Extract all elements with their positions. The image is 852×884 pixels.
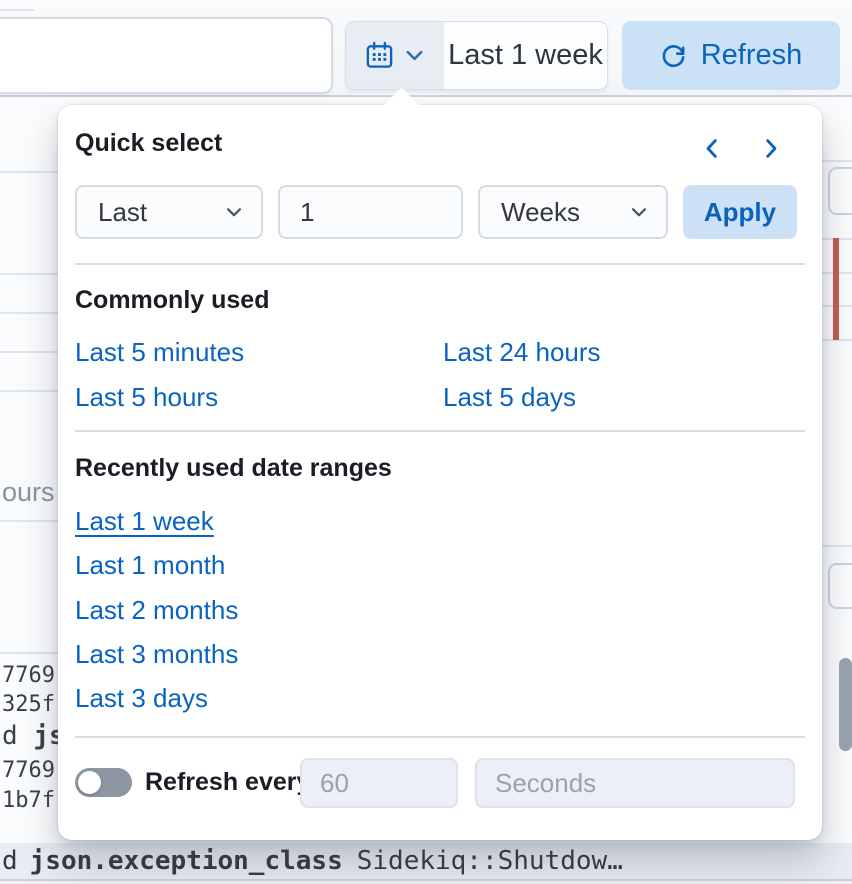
unit-select-value: Weeks <box>501 196 580 227</box>
divider <box>822 545 852 547</box>
chevron-down-icon <box>223 201 245 223</box>
recently-used-link-current[interactable]: Last 1 week <box>75 506 214 536</box>
chevron-down-icon <box>403 44 426 67</box>
log-fragment-hash: 7769 <box>2 758 55 783</box>
date-picker-quick-menu-button[interactable] <box>346 22 444 89</box>
divider <box>0 652 58 654</box>
amount-input[interactable] <box>278 185 463 239</box>
apply-button[interactable]: Apply <box>683 185 797 239</box>
log-row[interactable]: d json.exception_class Sidekiq::Shutdow… <box>0 843 852 879</box>
commonly-used-link[interactable]: Last 24 hours <box>443 337 601 367</box>
divider <box>0 273 58 275</box>
date-picker-control: Last 1 week <box>345 21 608 90</box>
refresh-button[interactable]: Refresh <box>622 21 840 90</box>
date-quick-select-popover: Quick select Last <box>58 87 822 840</box>
refresh-icon <box>660 42 687 69</box>
chevron-down-icon <box>628 201 650 223</box>
auto-refresh-toggle[interactable] <box>75 768 132 797</box>
divider <box>0 351 58 353</box>
log-row-divider <box>0 879 852 884</box>
log-row-prefix: d <box>2 846 18 876</box>
tense-select[interactable]: Last <box>75 185 263 239</box>
log-row-field: json.exception_class <box>29 846 343 876</box>
recently-used-link[interactable]: Last 3 months <box>75 639 239 669</box>
divider <box>75 263 805 265</box>
next-time-window-button[interactable] <box>752 128 788 168</box>
log-fragment-field: d js <box>2 721 65 751</box>
refresh-every-label: Refresh every <box>145 768 311 796</box>
recently-used-title: Recently used date ranges <box>75 454 392 482</box>
divider <box>75 430 805 432</box>
divider <box>822 160 852 162</box>
divider <box>0 520 58 522</box>
unit-select[interactable]: Weeks <box>478 185 668 239</box>
divider <box>822 339 852 341</box>
refresh-button-label: Refresh <box>700 39 803 71</box>
date-display-label: Last 1 week <box>448 39 603 71</box>
toolbar-edge-fragment <box>0 9 34 11</box>
divider <box>0 312 58 314</box>
log-fragment-hash: 325f <box>2 692 55 717</box>
log-fragment-ours: ours <box>2 477 55 507</box>
chevron-left-icon <box>699 135 726 162</box>
log-fragment-hash: 1b7f <box>2 788 55 813</box>
divider <box>75 736 805 738</box>
recently-used-link[interactable]: Last 3 days <box>75 683 208 713</box>
toggle-knob <box>78 771 101 794</box>
chevron-right-icon <box>757 135 784 162</box>
quick-select-title: Quick select <box>75 129 223 157</box>
calendar-icon <box>364 40 395 71</box>
commonly-used-link[interactable]: Last 5 hours <box>75 382 219 412</box>
recently-used-link[interactable]: Last 2 months <box>75 595 239 625</box>
error-indicator-bar <box>833 238 839 340</box>
control-fragment <box>828 167 852 215</box>
divider <box>0 171 58 173</box>
commonly-used-link[interactable]: Last 5 minutes <box>75 337 245 367</box>
commonly-used-title: Commonly used <box>75 286 270 314</box>
tense-select-value: Last <box>98 196 148 227</box>
refresh-interval-input[interactable] <box>300 758 458 808</box>
scrollbar-thumb[interactable] <box>839 658 852 751</box>
log-fragment-prefix: d <box>2 721 34 751</box>
refresh-unit-input[interactable] <box>475 758 795 808</box>
search-input[interactable] <box>0 17 333 94</box>
date-display[interactable]: Last 1 week <box>444 22 607 89</box>
previous-time-window-button[interactable] <box>694 128 730 168</box>
log-row-value: Sidekiq::Shutdow… <box>356 846 623 876</box>
log-fragment-hash: 7769 <box>2 663 55 688</box>
divider <box>0 390 58 392</box>
commonly-used-link[interactable]: Last 5 days <box>443 382 576 412</box>
recently-used-link[interactable]: Last 1 month <box>75 550 226 580</box>
control-fragment <box>828 563 852 609</box>
